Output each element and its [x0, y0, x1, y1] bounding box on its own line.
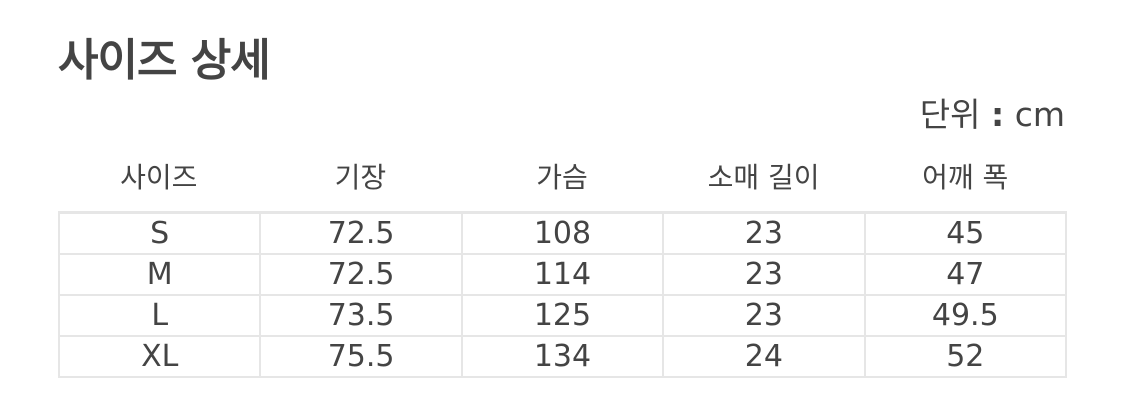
- cell-sleeve: 23: [662, 253, 866, 296]
- unit-label: 단위 : cm: [920, 88, 1065, 136]
- cell-shoulder: 52: [863, 335, 1068, 378]
- unit-label-text: 단위: [919, 95, 981, 134]
- header-size: 사이즈: [120, 161, 198, 194]
- header-chest: 가슴: [536, 161, 588, 194]
- cell-length: 73.5: [259, 294, 463, 337]
- table-row: XL 75.5 134 24 52: [57, 335, 1068, 378]
- table-row: L 73.5 125 23 49.5: [57, 294, 1068, 337]
- cell-length: 72.5: [259, 211, 463, 255]
- header-shoulder: 어깨 폭: [922, 161, 1009, 194]
- unit-value: cm: [1014, 95, 1065, 134]
- table-row: S 72.5 108 23 45: [57, 211, 1068, 255]
- cell-length: 72.5: [259, 253, 463, 296]
- cell-size: M: [57, 253, 262, 296]
- cell-size: L: [57, 294, 262, 337]
- cell-shoulder: 45: [863, 211, 1068, 255]
- table-row: M 72.5 114 23 47: [57, 253, 1068, 296]
- cell-chest: 108: [460, 211, 665, 255]
- cell-chest: 114: [460, 253, 665, 296]
- size-table: S 72.5 108 23 45 M 72.5 114 23 47 L 73.5 125 23 49.5 XL…: [57, 211, 1068, 378]
- table-header: 사이즈 기장 가슴 소매 길이 어깨 폭: [58, 150, 1066, 206]
- header-length: 기장: [334, 161, 387, 194]
- cell-sleeve: 24: [662, 335, 866, 378]
- cell-chest: 134: [460, 335, 665, 378]
- cell-sleeve: 23: [662, 211, 866, 255]
- header-sleeve: 소매 길이: [707, 161, 820, 194]
- cell-sleeve: 23: [662, 294, 866, 337]
- cell-shoulder: 47: [863, 253, 1068, 296]
- cell-size: S: [57, 211, 262, 255]
- cell-shoulder: 49.5: [863, 294, 1068, 337]
- cell-length: 75.5: [259, 335, 463, 378]
- page-title: 사이즈 상세: [58, 35, 271, 86]
- unit-separator: :: [991, 95, 1005, 134]
- cell-chest: 125: [460, 294, 665, 337]
- cell-size: XL: [57, 335, 262, 378]
